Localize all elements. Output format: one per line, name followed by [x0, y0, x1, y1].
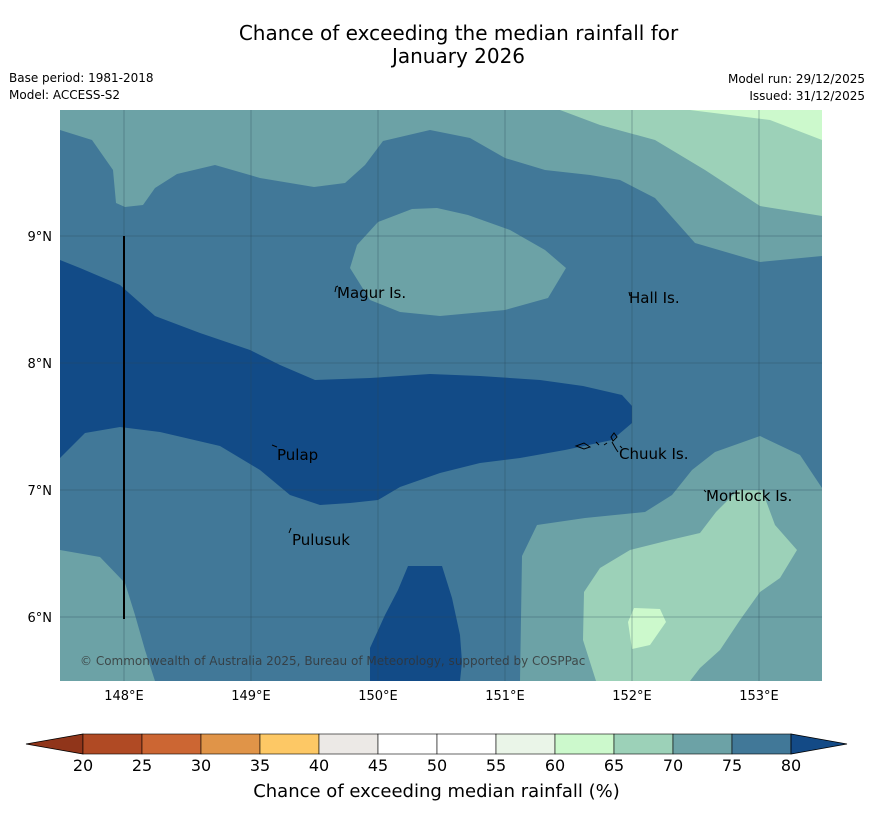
- contour-magur-70: [350, 208, 566, 316]
- colorbar-under-arrow: [25, 733, 84, 755]
- copyright-text: © Commonwealth of Australia 2025, Bureau…: [80, 654, 586, 668]
- lat-tick-label: 6°N: [28, 611, 53, 626]
- colorbar-segment: [436, 733, 497, 755]
- colorbar-tick-label: 30: [190, 756, 212, 775]
- hall-island-shape: [628, 291, 631, 297]
- title-line-2: January 2026: [391, 44, 526, 68]
- contour-top-right-65: [560, 110, 822, 216]
- colorbar-tick-label: 50: [426, 756, 448, 775]
- gridlines: [60, 110, 822, 681]
- colorbar-tick-label: 65: [603, 756, 625, 775]
- base-period: Base period: 1981-2018: [9, 71, 154, 85]
- place-label: Pulap: [277, 446, 318, 464]
- colorbar-segment: [259, 733, 320, 755]
- colorbar-segment: [731, 733, 792, 755]
- lat-tick-label: 9°N: [28, 230, 53, 245]
- issued-date: Issued: 31/12/2025: [749, 89, 865, 103]
- colorbar-tick-label: 75: [721, 756, 743, 775]
- place-label: Mortlock Is.: [706, 487, 792, 505]
- colorbar-tick-label: 60: [544, 756, 566, 775]
- place-label: Chuuk Is.: [619, 445, 688, 463]
- lat-tick-label: 8°N: [28, 357, 53, 372]
- colorbar-over-arrow: [790, 733, 848, 755]
- meta-left: Base period: 1981-2018 Model: ACCESS-S2: [9, 70, 154, 104]
- pulusuk-island-shape: [288, 527, 292, 534]
- magur-island-shape: [334, 285, 339, 293]
- colorbar-label: Chance of exceeding median rainfall (%): [253, 781, 620, 802]
- colorbar-tick-label: 25: [131, 756, 153, 775]
- lon-tick-label: 150°E: [358, 689, 398, 704]
- lon-tick-label: 153°E: [739, 689, 779, 704]
- colorbar-segment: [613, 733, 674, 755]
- colorbar-segment: [318, 733, 379, 755]
- colorbar: [25, 733, 848, 755]
- colorbar-tick-label: 40: [308, 756, 330, 775]
- colorbar-segment: [82, 733, 143, 755]
- colorbar-ticks: 20 25 30 35 40 45 50 55 60 65 70 75 80: [0, 756, 873, 776]
- island-markers: [271, 285, 707, 534]
- colorbar-segment: [200, 733, 261, 755]
- colorbar-tick-label: 55: [485, 756, 507, 775]
- contour-bottom-80: [370, 566, 462, 681]
- place-label: Hall Is.: [629, 289, 680, 307]
- colorbar-segment: [141, 733, 202, 755]
- colorbar-tick-label: 45: [367, 756, 389, 775]
- contour-layer: [60, 110, 822, 681]
- pulap-island-shape: [271, 444, 278, 448]
- place-label: Magur Is.: [337, 284, 406, 302]
- place-labels: Magur Is. Hall Is. Pulap Chuuk Is. Mortlock …: [277, 284, 792, 549]
- lon-tick-label: 149°E: [231, 689, 271, 704]
- colorbar-tick-label: 70: [662, 756, 684, 775]
- lon-tick-label: 151°E: [485, 689, 525, 704]
- colorbar-tick-label: 35: [249, 756, 271, 775]
- contour-band-80: [60, 260, 632, 505]
- colorbar-segment: [554, 733, 615, 755]
- model-run: Model run: 29/12/2025: [727, 72, 865, 86]
- mortlock-island-shape: [703, 489, 707, 493]
- contour-top-right-60: [690, 110, 822, 140]
- lon-tick-label: 152°E: [612, 689, 652, 704]
- colorbar-tick-label: 20: [72, 756, 94, 775]
- axis-labels: 148°E 149°E 150°E 151°E 152°E 153°E 9°N 8°N 7°N 6…: [28, 230, 779, 704]
- lat-tick-label: 7°N: [28, 484, 53, 499]
- lon-tick-label: 148°E: [104, 689, 144, 704]
- place-label: Pulusuk: [292, 531, 350, 549]
- colorbar-segment: [495, 733, 556, 755]
- colorbar-segment: [672, 733, 733, 755]
- contour-bottom-left-70: [60, 550, 155, 681]
- model-name: Model: ACCESS-S2: [9, 88, 121, 102]
- meta-right: Model run: 29/12/2025 Issued: 31/12/2025: [728, 71, 865, 105]
- colorbar-segment: [377, 733, 438, 755]
- chart-title: Chance of exceeding the median rainfall …: [0, 22, 873, 68]
- contour-small-60: [628, 608, 666, 649]
- title-line-1: Chance of exceeding the median rainfall …: [238, 21, 679, 45]
- colorbar-tick-label: 80: [780, 756, 802, 775]
- chuuk-islands-shape: [574, 432, 623, 453]
- contour-top-70: [60, 110, 822, 262]
